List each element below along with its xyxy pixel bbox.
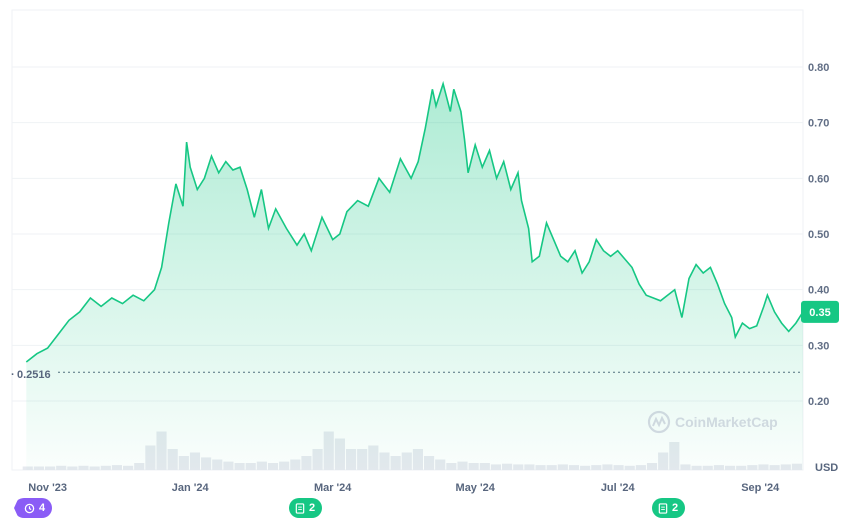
watermark: CoinMarketCap	[647, 410, 778, 434]
y-tick-label: 0.80	[808, 62, 829, 74]
baseline-label: 0.2516	[17, 369, 51, 381]
event-badge-history[interactable]: 4	[14, 498, 53, 518]
event-count: 4	[39, 502, 46, 514]
baseline-dot: ·	[11, 369, 15, 381]
x-tick-label: Sep '24	[741, 482, 780, 494]
x-axis-ticks: Nov '23 Jan '24 Mar '24 May '24 Jul '24 Sep '…	[28, 482, 780, 494]
y-axis-ticks: 0.80 0.70 0.60 0.50 0.40 0.30 0.20	[808, 62, 829, 408]
price-area	[26, 83, 804, 470]
y-tick-label: 0.20	[808, 396, 829, 408]
current-price-label: 0.35	[809, 307, 830, 319]
current-price-tag: 0.35	[801, 300, 839, 323]
price-line	[25, 80, 804, 363]
y-tick-label: 0.30	[808, 340, 829, 352]
x-tick-label: Mar '24	[314, 482, 352, 494]
history-icon	[24, 503, 35, 513]
y-tick-label: 0.50	[808, 229, 829, 241]
event-badge-news-1[interactable]: 2	[289, 498, 323, 518]
event-count: 2	[309, 502, 316, 514]
y-tick-label: 0.40	[808, 285, 829, 297]
y-tick-label: 0.70	[808, 118, 829, 130]
y-tick-label: 0.60	[808, 173, 829, 185]
coinmarketcap-logo-icon	[647, 410, 671, 434]
event-count: 2	[672, 502, 679, 514]
y-axis-unit: USD	[815, 462, 838, 474]
x-tick-label: Nov '23	[28, 482, 67, 494]
watermark-text: CoinMarketCap	[675, 414, 778, 430]
document-icon	[658, 502, 668, 514]
x-tick-label: May '24	[456, 482, 496, 494]
x-tick-label: Jul '24	[601, 482, 636, 494]
event-badge-news-2[interactable]: 2	[652, 498, 686, 518]
document-icon	[295, 502, 305, 514]
x-tick-label: Jan '24	[172, 482, 210, 494]
